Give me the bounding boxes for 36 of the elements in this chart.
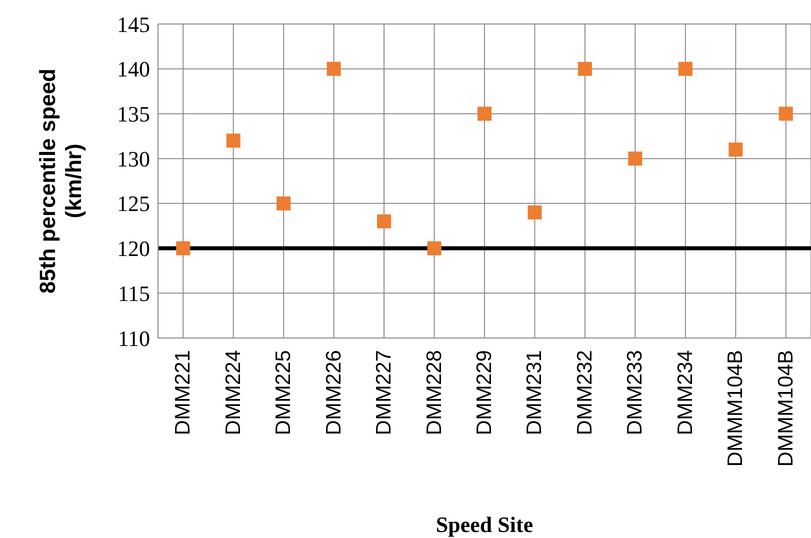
x-tick-label: DMM232 (573, 350, 596, 436)
y-tick-label: 135 (117, 102, 150, 127)
point (628, 152, 642, 166)
x-tick-label: DMM225 (272, 350, 296, 436)
point (578, 62, 592, 76)
y-tick-label: 140 (117, 56, 150, 82)
x-tick-label: DMM231 (523, 350, 546, 436)
point (226, 134, 240, 148)
point (778, 106, 793, 121)
x-tick-label: DMMM104B (774, 350, 798, 467)
point (276, 196, 291, 210)
y-tick-label: 120 (117, 236, 150, 262)
x-tick-label: DMM229 (473, 350, 496, 436)
point (478, 106, 492, 121)
point (528, 205, 542, 220)
x-tick-label: DMMM104B (724, 350, 748, 467)
x-tick-label: DMM228 (422, 350, 446, 436)
point (427, 241, 442, 256)
x-tick-label: DMM226 (322, 350, 346, 436)
x-tick-label: DMM224 (222, 350, 245, 436)
x-tick-label: DMM234 (674, 350, 697, 436)
point (377, 214, 392, 228)
x-tick-label: DMM227 (372, 350, 396, 436)
x-tick-label: DMM221 (172, 350, 195, 436)
y-tick-label: 145 (117, 12, 150, 37)
y-tick-label: 130 (117, 146, 150, 172)
point (678, 62, 692, 76)
y-axis-title: 85th percentile speed (km/hr) (35, 68, 86, 294)
y-tick-label: 125 (117, 191, 150, 216)
point (728, 142, 743, 157)
x-tick-label: DMM233 (624, 350, 647, 436)
y-tick-label: 110 (118, 326, 150, 351)
point (326, 62, 341, 76)
point (176, 241, 190, 256)
x-axis-title: Speed Site (436, 512, 534, 537)
y-tick-label: 115 (118, 280, 150, 306)
